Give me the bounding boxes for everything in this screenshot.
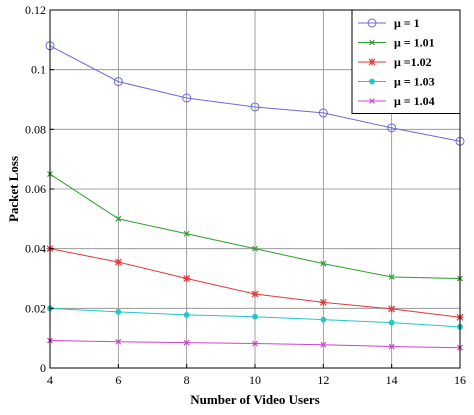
series-5-point	[252, 340, 258, 347]
series-3-point	[114, 258, 122, 266]
legend-label: μ = 1.03	[394, 75, 435, 89]
series-3-point	[388, 305, 396, 313]
series-3-point	[319, 298, 327, 306]
series-4-point	[388, 319, 395, 326]
y-axis-label: Packet Loss	[6, 156, 21, 222]
series-3-point	[183, 275, 191, 282]
series-1-point	[387, 123, 397, 133]
x-tick-label: 8	[184, 373, 190, 387]
y-tick-label: 0.12	[25, 3, 46, 17]
x-tick-label: 10	[249, 373, 261, 387]
legend-swatch-marker	[369, 78, 375, 85]
legend-entry: μ =1.02	[358, 55, 432, 69]
legend-entry: μ = 1.03	[358, 75, 435, 89]
series-5-point	[388, 343, 395, 350]
series-4-point	[252, 313, 258, 320]
series-1-point	[182, 93, 192, 103]
x-tick-label: 16	[454, 373, 466, 387]
series-1-point	[113, 77, 123, 87]
x-axis-label: Number of Video Users	[190, 392, 319, 407]
series-5-point	[183, 339, 190, 346]
legend-entry: μ = 1.04	[358, 94, 435, 108]
x-axis-ticks: 4 6 8 10 12 14 16	[47, 364, 466, 387]
series-1-point	[250, 102, 260, 112]
legend-label: μ = 1	[394, 16, 420, 30]
legend-swatch-marker	[367, 18, 377, 28]
series-2-point	[252, 245, 258, 252]
x-tick-label: 12	[317, 373, 329, 387]
series-5-point	[320, 341, 327, 348]
x-tick-label: 14	[386, 373, 398, 387]
series-2-point	[320, 260, 327, 267]
legend-label: μ = 1.01	[394, 36, 435, 50]
series-2-point	[388, 274, 395, 280]
series-line-1	[49, 45, 461, 142]
legend-label: μ = 1.04	[394, 94, 435, 108]
series-2-point	[183, 230, 190, 237]
series-3-point	[251, 290, 259, 298]
y-tick-label: 0.02	[25, 301, 46, 315]
series-5-point	[115, 338, 122, 345]
legend-swatch-marker	[369, 98, 375, 104]
legend-swatch-marker	[369, 39, 375, 46]
series-4-point	[115, 309, 122, 315]
series-4-point	[183, 311, 190, 318]
legend-swatch-marker	[368, 58, 376, 66]
y-axis-ticks: 0 0.02 0.04 0.06 0.08 0.1 0.12	[25, 3, 54, 375]
x-tick-label: 6	[115, 373, 121, 387]
y-tick-label: 0.08	[25, 122, 46, 136]
x-tick-label: 4	[47, 373, 53, 387]
y-tick-label: 0.06	[25, 182, 46, 196]
legend: μ = 1 μ = 1.01 μ =1.02 μ = 1.03 μ = 1.04	[351, 9, 461, 114]
y-tick-label: 0.04	[25, 242, 46, 256]
y-tick-label: 0	[40, 361, 46, 375]
series-2-point	[115, 215, 122, 222]
legend-label: μ =1.02	[394, 55, 432, 69]
legend-entry: μ = 1	[358, 16, 420, 30]
y-tick-label: 0.1	[31, 63, 46, 77]
legend-entry: μ = 1.01	[358, 36, 435, 50]
series-4-point	[320, 316, 327, 323]
series-1-point	[318, 108, 328, 118]
